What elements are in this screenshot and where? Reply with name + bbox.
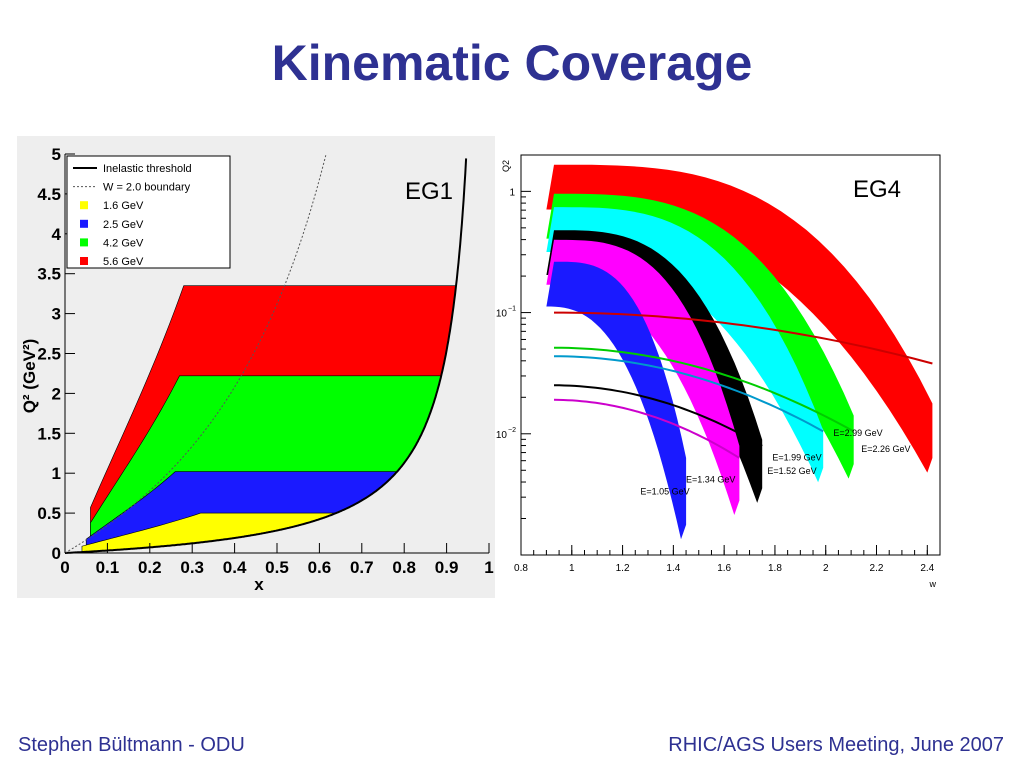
eg4-y-tick-label: 1 xyxy=(509,187,515,198)
eg4-y-tick-exponent: −1 xyxy=(508,306,516,313)
eg1-x-tick-label: 0.3 xyxy=(180,558,204,577)
eg1-legend-entry: 5.6 GeV xyxy=(103,256,144,268)
eg4-energy-label: E=2.99 GeV xyxy=(833,428,882,438)
eg4-energy-label: E=1.05 GeV xyxy=(640,486,689,496)
legend-color-swatch xyxy=(80,201,88,210)
eg1-label: EG1 xyxy=(405,178,453,205)
eg1-y-tick-label: 3 xyxy=(52,305,61,324)
eg4-frame xyxy=(520,154,941,556)
eg4-reference-curve xyxy=(553,346,855,433)
eg4-x-tick-label: 2.4 xyxy=(920,563,934,574)
eg1-legend-entry: 4.2 GeV xyxy=(103,237,144,249)
eg4-x-tick-label: 1.2 xyxy=(616,563,630,574)
eg1-y-axis-label: Q² (GeV²) xyxy=(20,339,39,414)
eg1-legend-entry: 2.5 GeV xyxy=(103,219,144,231)
eg4-reference-curve xyxy=(553,398,740,459)
eg1-x-tick-label: 0.4 xyxy=(223,558,247,577)
eg4-x-tick-label: 0.8 xyxy=(514,563,528,574)
legend-color-swatch xyxy=(80,257,88,265)
eg4-y-tick-label: 10 xyxy=(496,430,508,441)
footer-author: Stephen Bültmann - ODU xyxy=(18,734,245,756)
eg1-y-tick-label: 1 xyxy=(52,464,61,483)
eg4-energy-label: E=1.34 GeV xyxy=(686,474,735,484)
eg1-legend-entry: Inelastic threshold xyxy=(103,163,192,175)
eg4-label: EG4 xyxy=(853,176,901,203)
eg1-x-tick-label: 0.2 xyxy=(138,558,162,577)
legend-color-swatch xyxy=(80,219,88,228)
eg1-y-tick-label: 1.5 xyxy=(37,424,61,443)
eg4-energy-label: E=1.99 GeV xyxy=(772,452,821,462)
inelastic-threshold-curve xyxy=(65,158,468,554)
eg1-x-tick-label: 0.5 xyxy=(265,558,289,577)
eg4-x-tick-label: 1.6 xyxy=(717,563,731,574)
eg1-x-tick-label: 0.7 xyxy=(350,558,374,577)
eg1-x-tick-label: 0.9 xyxy=(435,558,459,577)
eg1-y-tick-label: 2 xyxy=(52,384,61,403)
eg1-y-tick-label: 5 xyxy=(52,145,61,164)
slide-title: Kinematic Coverage xyxy=(271,35,753,91)
eg4-reference-curve xyxy=(554,311,933,365)
eg1-y-tick-label: 4.5 xyxy=(37,185,61,204)
eg1-x-tick-label: 0.1 xyxy=(96,558,120,577)
eg4-x-tick-label: 1.8 xyxy=(768,563,782,574)
eg1-legend-box xyxy=(66,155,231,269)
eg4-x-tick-label: 1.4 xyxy=(666,563,680,574)
eg1-legend: Inelastic threshold W = 2.0 boundary 1.6 G… xyxy=(66,155,231,269)
eg1-x-axis-label: x xyxy=(254,575,264,594)
eg1-x-tick-label: 0.6 xyxy=(308,558,332,577)
eg1-y-tick-label: 2.5 xyxy=(37,345,61,364)
eg4-x-tick-label: 1 xyxy=(569,563,575,574)
eg1-x-tick-label: 1 xyxy=(484,558,493,577)
footer-event: RHIC/AGS Users Meeting, June 2007 xyxy=(668,734,1004,756)
eg4-x-tick-label: 2 xyxy=(823,563,829,574)
eg1-x-tick-label: 0 xyxy=(60,558,69,577)
eg4-energy-label: E=2.26 GeV xyxy=(861,444,910,454)
eg4-x-axis-label: w xyxy=(929,579,937,589)
eg1-y-tick-label: 4 xyxy=(52,225,62,244)
eg4-y-tick-label: 10 xyxy=(496,309,508,320)
eg4-y-axis-label: Q2 xyxy=(501,160,511,172)
eg4-reference-curve xyxy=(553,355,824,433)
eg1-x-tick-label: 0.8 xyxy=(392,558,416,577)
eg1-legend-entry: 1.6 GeV xyxy=(103,200,144,212)
eg4-energy-label: E=1.52 GeV xyxy=(767,466,816,476)
eg1-chart: 0 0.1 0.2 0.3 0.4 0.5 0.6 0.7 0.8 0.9 1 0 0.5 1 1.5 2 2.… xyxy=(17,136,495,598)
eg4-x-tick-label: 2.2 xyxy=(870,563,884,574)
eg1-legend-entry: W = 2.0 boundary xyxy=(103,182,191,194)
legend-color-swatch xyxy=(80,238,88,247)
eg4-y-tick-exponent: −2 xyxy=(508,427,516,434)
eg1-y-tick-label: 0.5 xyxy=(37,504,61,523)
eg1-y-tick-label: 3.5 xyxy=(37,265,61,284)
eg1-y-tick-label: 0 xyxy=(52,544,61,563)
eg4-reference-curve xyxy=(554,384,763,447)
